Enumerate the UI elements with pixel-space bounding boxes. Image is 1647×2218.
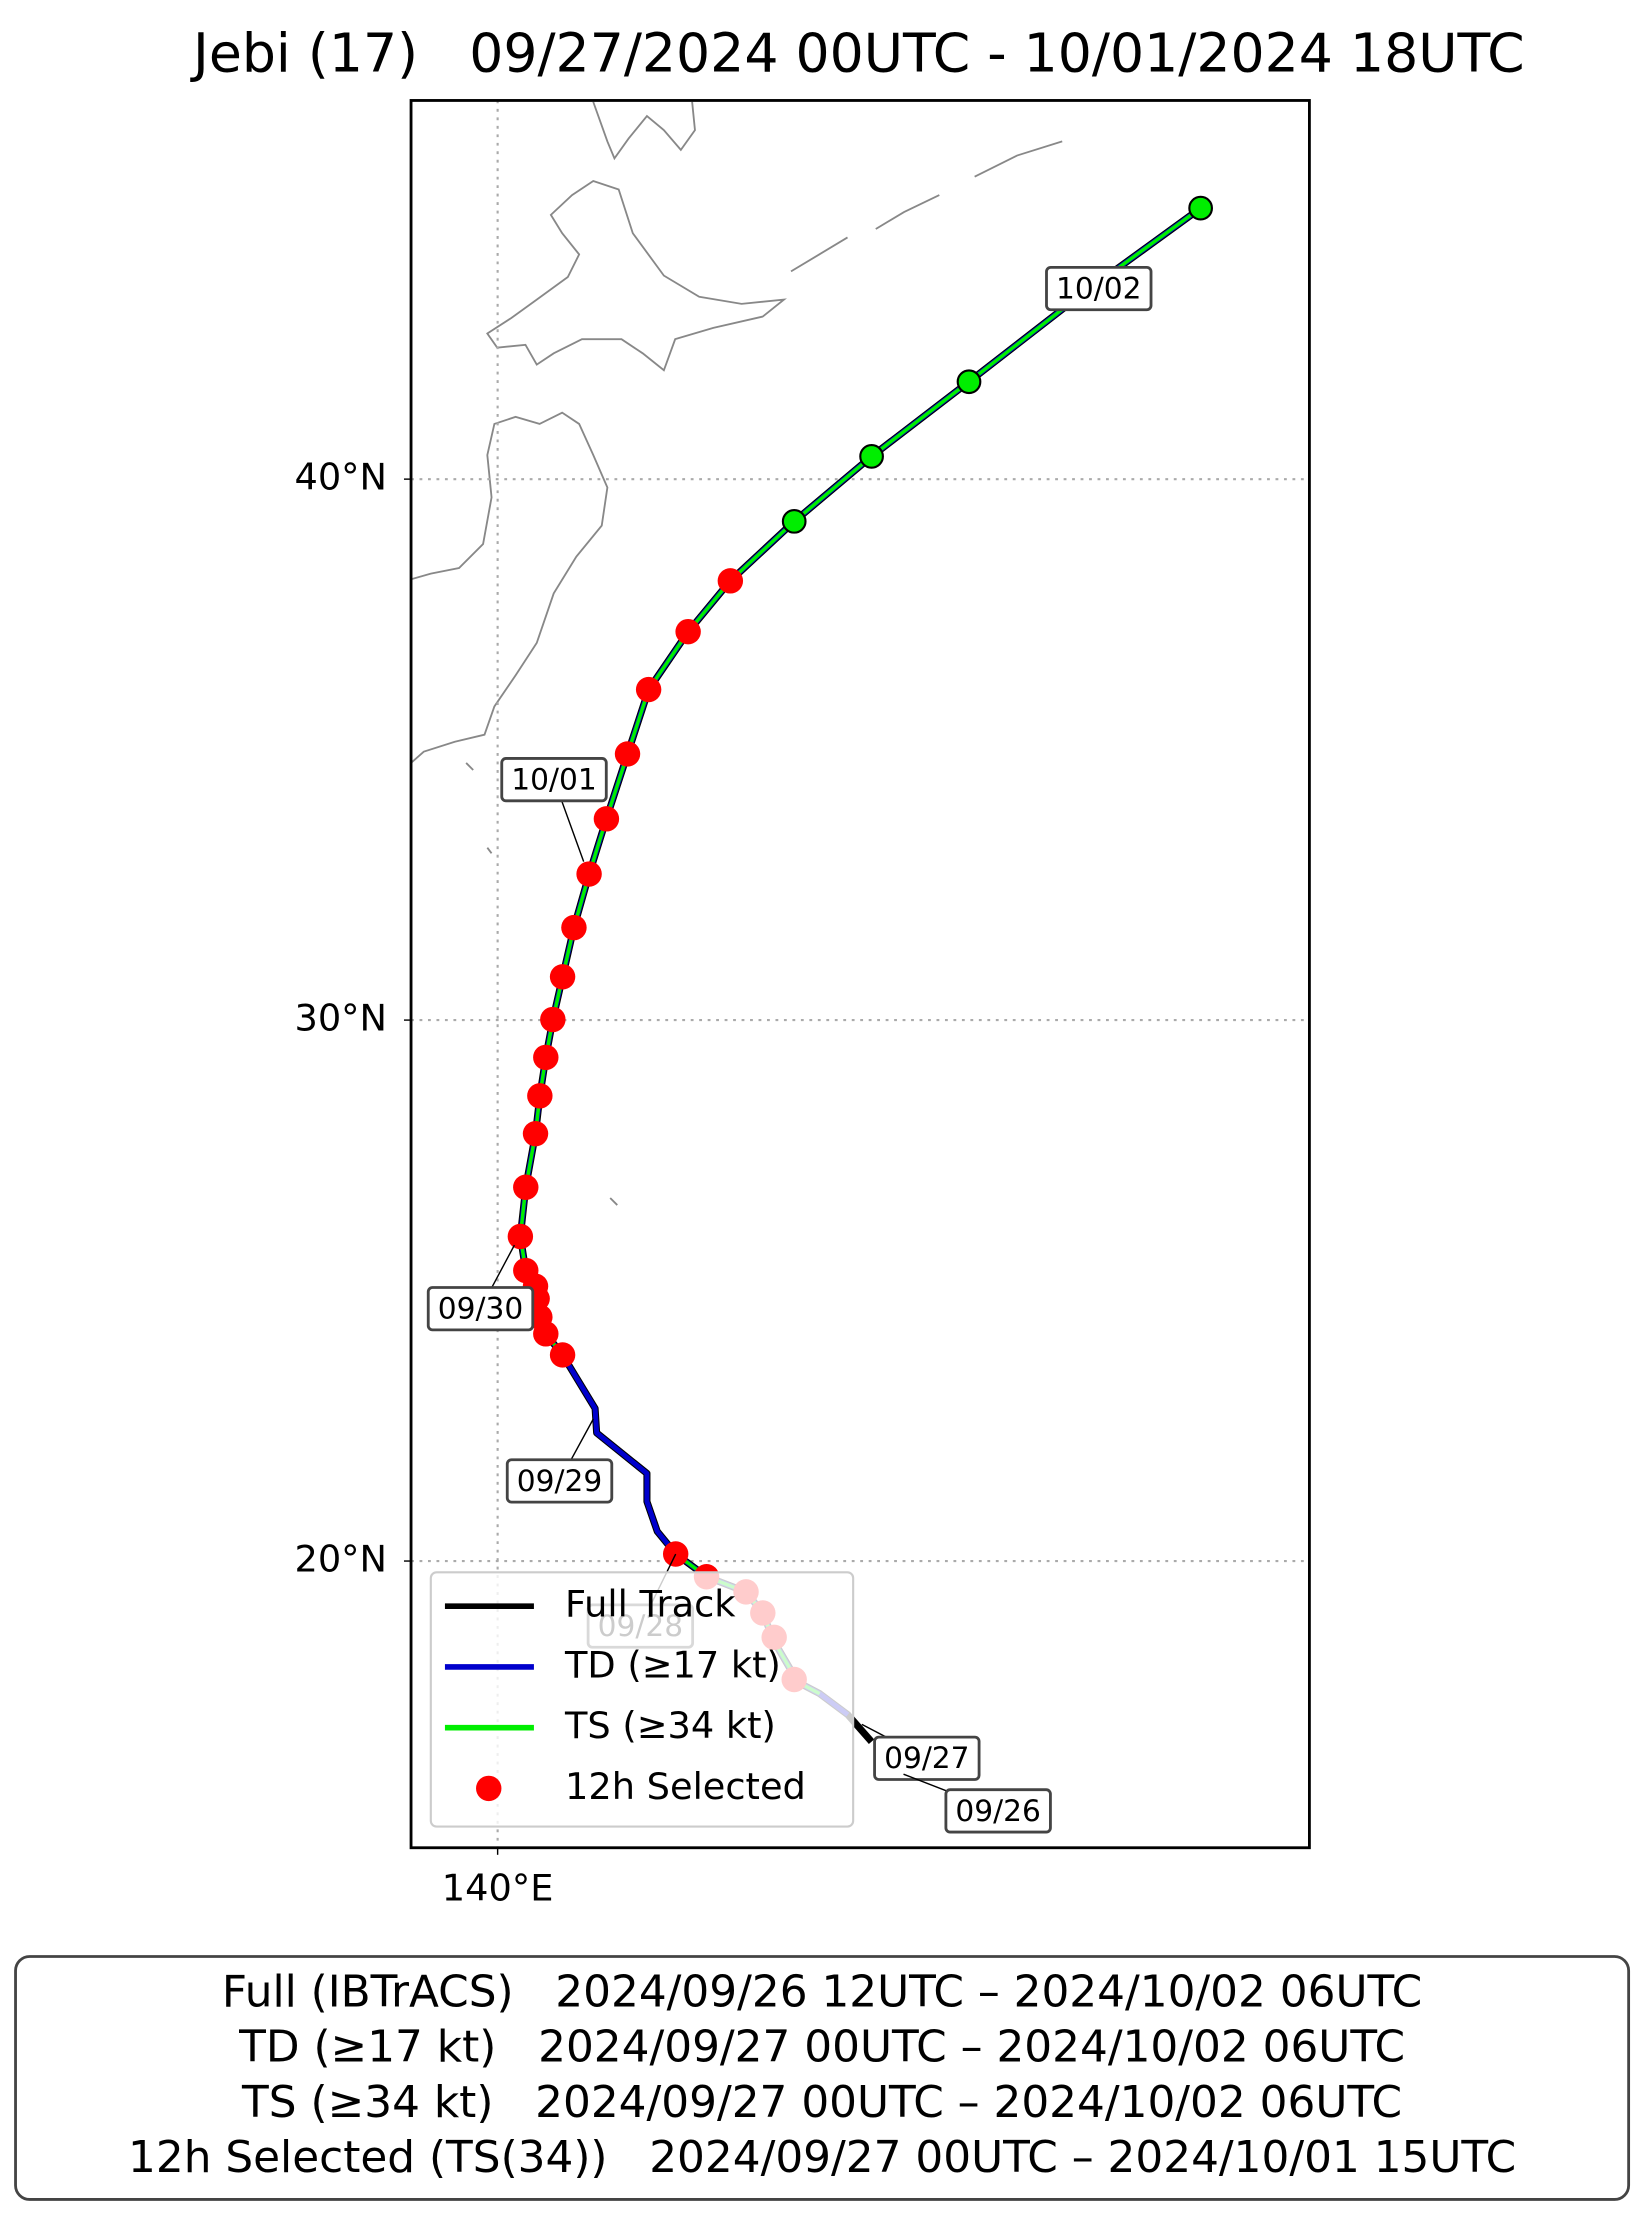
annotation-label: 09/29 xyxy=(517,1463,602,1498)
selected-point xyxy=(635,676,662,703)
track-line xyxy=(516,205,1203,1745)
selected-point xyxy=(513,1257,539,1284)
summary-line: TS (≥34 kt) 2024/09/27 00UTC – 2024/10/0… xyxy=(241,2077,1402,2128)
summary-line: Full (IBTrACS) 2024/09/26 12UTC – 2024/1… xyxy=(222,1967,1422,2018)
summary-box xyxy=(14,1955,1631,2201)
legend-label: Full Track xyxy=(565,1583,736,1626)
selected-point xyxy=(513,1174,539,1200)
selected-point xyxy=(593,806,620,832)
selected-point xyxy=(549,1342,576,1368)
annotation-label: 09/26 xyxy=(955,1793,1040,1828)
annotation-box xyxy=(505,1458,614,1504)
selected-point xyxy=(576,861,602,887)
map-area: 20°N 30°N 40°N 140°E 10/02 10/01 09/30 09/29 09… xyxy=(294,99,1311,1910)
legend-swatch xyxy=(476,1775,502,1802)
y-tick-label: 20°N xyxy=(294,1538,387,1581)
x-tick-label: 140°E xyxy=(442,1867,554,1910)
track-line xyxy=(517,206,1203,1717)
chart-title: Jebi (17) 09/27/2024 00UTC - 10/01/2024 … xyxy=(190,21,1525,84)
y-tick-label: 30°N xyxy=(294,997,387,1040)
legend-label: 12h Selected xyxy=(565,1765,806,1808)
track-marker xyxy=(859,444,884,469)
legend-box xyxy=(429,1571,855,1828)
selected-point xyxy=(540,1006,566,1033)
annotation-box xyxy=(426,1286,535,1332)
annotation-label: 10/01 xyxy=(511,762,596,797)
annotation-label: 09/27 xyxy=(884,1740,969,1775)
selected-point xyxy=(614,741,641,767)
annotation-box xyxy=(1045,265,1153,312)
selected-point xyxy=(675,618,701,645)
annotation-box xyxy=(873,1735,981,1781)
legend-label: TD (≥17 kt) xyxy=(564,1643,781,1686)
track-marker xyxy=(781,508,807,534)
annotation-label: 10/02 xyxy=(1056,270,1141,305)
selected-point xyxy=(533,1044,559,1071)
annotation-box xyxy=(944,1788,1052,1834)
selected-point xyxy=(522,1120,549,1147)
coastlines xyxy=(411,101,1063,1206)
track-marker xyxy=(1188,195,1213,221)
y-tick-label: 40°N xyxy=(294,456,387,499)
annotation-box xyxy=(500,757,608,803)
selected-point xyxy=(561,914,587,941)
map-frame xyxy=(409,99,1311,1850)
track-line xyxy=(518,206,1202,1696)
track-marker xyxy=(956,369,982,395)
summary-line: TD (≥17 kt) 2024/09/27 00UTC – 2024/10/0… xyxy=(238,2022,1405,2073)
selected-point xyxy=(527,1083,553,1109)
selected-point xyxy=(717,568,744,594)
summary-line: 12h Selected (TS(34)) 2024/09/27 00UTC –… xyxy=(128,2132,1516,2183)
legend-label: TS (≥34 kt) xyxy=(564,1704,776,1747)
annotation-label: 09/30 xyxy=(438,1291,523,1326)
selected-point xyxy=(549,964,576,990)
selected-point xyxy=(507,1223,534,1250)
